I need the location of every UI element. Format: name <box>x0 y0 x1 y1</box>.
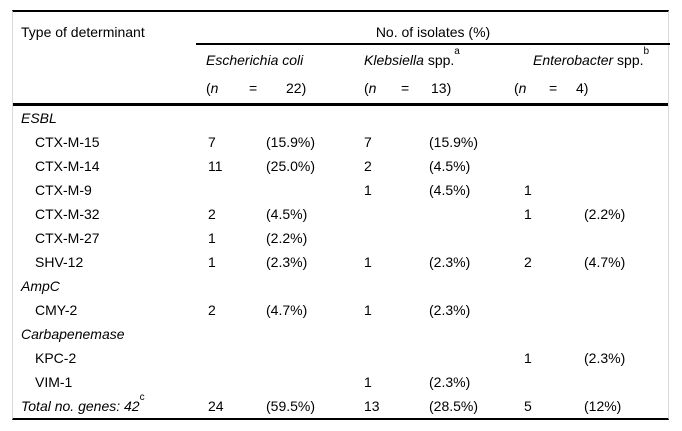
klebsiella-count: 1 <box>364 302 372 318</box>
section-row-esbl: ESBL <box>13 106 668 130</box>
species-name: Escherichia coli <box>196 52 364 68</box>
section-row-ampc: AmpC <box>13 274 668 298</box>
footnote-marker: a <box>454 46 460 58</box>
ecoli-percent: (2.3%) <box>266 254 308 270</box>
genus-name: Enterobacter <box>533 52 614 68</box>
sample-size: (n = 22) <box>196 80 364 96</box>
klebsiella-percent: (15.9%) <box>429 134 479 150</box>
ecoli-percent: (4.7%) <box>266 302 308 318</box>
n-equals: = <box>401 80 410 96</box>
determinant-label: CTX-M-9 <box>35 182 92 198</box>
ecoli-percent: (15.9%) <box>266 134 316 150</box>
ecoli-percent: (4.5%) <box>266 206 308 222</box>
section-title: ESBL <box>21 110 57 126</box>
n-equals: = <box>249 80 258 96</box>
sample-size: (n = 4) <box>509 80 670 96</box>
ecoli-count: 2 <box>208 302 216 318</box>
row-ctx-m-15: CTX-M-15 7 (15.9%) 7 (15.9%) <box>13 130 668 154</box>
enterobacter-count: 5 <box>524 398 532 414</box>
row-shv-12: SHV-12 1 (2.3%) 1 (2.3%) 2 (4.7%) <box>13 250 668 274</box>
klebsiella-percent: (2.3%) <box>429 374 471 390</box>
n-value: 13) <box>431 80 452 96</box>
species-suffix: spp. <box>613 52 644 68</box>
klebsiella-count: 7 <box>364 134 372 150</box>
sample-size: (n = 13) <box>352 80 509 96</box>
n-value: 4) <box>576 80 589 96</box>
species-suffix: spp. <box>423 52 455 68</box>
klebsiella-percent: (4.5%) <box>429 182 471 198</box>
determinant-label: CTX-M-14 <box>35 158 100 174</box>
row-ctx-m-14: CTX-M-14 11 (25.0%) 2 (4.5%) <box>13 154 668 178</box>
row-total-genes: Total no. genes: 42c 24 (59.5%) 13 (28.5… <box>13 392 668 418</box>
ecoli-count: 24 <box>208 398 224 414</box>
ecoli-percent: (2.2%) <box>266 230 308 246</box>
species-header-enterobacter: Enterobacter spp.b (n = 4) <box>509 47 670 96</box>
table-body: ESBL CTX-M-15 7 (15.9%) 7 (15.9%) CTX-M-… <box>13 106 668 418</box>
klebsiella-percent: (2.3%) <box>429 254 471 270</box>
table-header: Type of determinant No. of isolates (%) … <box>13 12 670 103</box>
enterobacter-percent: (2.2%) <box>584 206 626 222</box>
determinant-label: SHV-12 <box>35 254 84 270</box>
klebsiella-count: 2 <box>364 158 372 174</box>
determinant-label: CTX-M-32 <box>35 206 100 222</box>
ecoli-percent: (59.5%) <box>266 398 316 414</box>
row-ctx-m-9: CTX-M-9 1 (4.5%) 1 <box>13 178 668 202</box>
section-title: Carbapenemase <box>21 326 125 342</box>
genus-name: Escherichia coli <box>206 52 304 68</box>
row-kpc-2: KPC-2 1 (2.3%) <box>13 346 668 370</box>
row-ctx-m-27: CTX-M-27 1 (2.2%) <box>13 226 668 250</box>
genus-name: Klebsiella <box>364 52 424 68</box>
section-title: AmpC <box>21 278 60 294</box>
ecoli-count: 11 <box>208 158 223 174</box>
klebsiella-percent: (4.5%) <box>429 158 471 174</box>
n-equals: = <box>549 80 558 96</box>
determinants-table: Type of determinant No. of isolates (%) … <box>12 10 670 420</box>
ecoli-percent: (25.0%) <box>266 158 316 174</box>
ecoli-count: 1 <box>208 230 216 246</box>
footnote-marker: b <box>643 46 650 58</box>
n-open: (n <box>514 80 527 96</box>
klebsiella-count: 1 <box>364 182 372 198</box>
ecoli-count: 1 <box>208 254 216 270</box>
determinant-label: CTX-M-27 <box>35 230 100 246</box>
species-name: Klebsiella spp.a <box>352 47 509 68</box>
enterobacter-percent: (2.3%) <box>584 350 626 366</box>
enterobacter-count: 1 <box>524 350 532 366</box>
isolates-group-header: No. of isolates (%) <box>375 24 491 40</box>
n-value: 22) <box>286 80 307 96</box>
n-open: (n <box>206 80 219 96</box>
enterobacter-percent: (12%) <box>584 398 622 414</box>
ecoli-count: 7 <box>208 134 216 150</box>
determinant-label: CMY-2 <box>35 302 78 318</box>
enterobacter-count: 1 <box>524 182 532 198</box>
klebsiella-percent: (28.5%) <box>429 398 479 414</box>
klebsiella-percent: (2.3%) <box>429 302 471 318</box>
n-open: (n <box>364 80 377 96</box>
header-subrule <box>196 43 670 45</box>
determinant-column-header: Type of determinant <box>21 24 145 40</box>
species-header-klebsiella: Klebsiella spp.a (n = 13) <box>352 47 509 96</box>
species-header-escherichia-coli: Escherichia coli (n = 22) <box>196 52 364 96</box>
row-cmy-2: CMY-2 2 (4.7%) 1 (2.3%) <box>13 298 668 322</box>
species-name: Enterobacter spp.b <box>509 47 670 68</box>
enterobacter-percent: (4.7%) <box>584 254 626 270</box>
enterobacter-count: 2 <box>524 254 532 270</box>
klebsiella-count: 1 <box>364 254 372 270</box>
determinant-label: CTX-M-15 <box>35 134 100 150</box>
klebsiella-count: 13 <box>364 398 380 414</box>
determinant-label: KPC-2 <box>35 350 77 366</box>
enterobacter-count: 1 <box>524 206 532 222</box>
section-row-carbapenemase: Carbapenemase <box>13 322 668 346</box>
header-body-rule <box>13 103 668 106</box>
row-vim-1: VIM-1 1 (2.3%) <box>13 370 668 394</box>
row-ctx-m-32: CTX-M-32 2 (4.5%) 1 (2.2%) <box>13 202 668 226</box>
determinant-label: VIM-1 <box>35 374 73 390</box>
footnote-marker: c <box>139 392 145 404</box>
ecoli-count: 2 <box>208 206 216 222</box>
klebsiella-count: 1 <box>364 374 372 390</box>
total-label: Total no. genes: 42c <box>21 392 145 414</box>
